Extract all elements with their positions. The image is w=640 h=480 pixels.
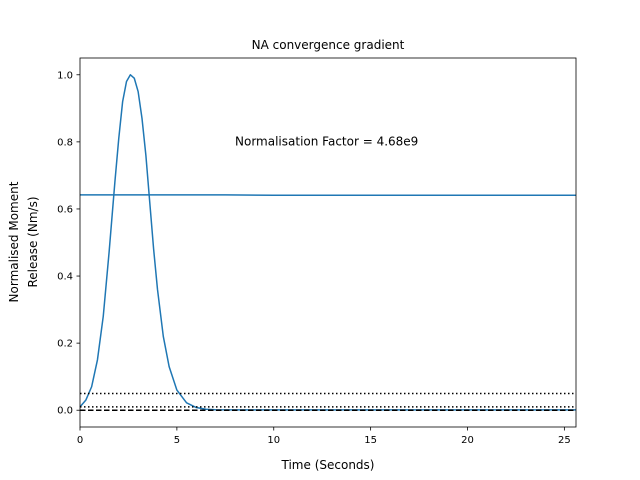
y-axis-title-line-2: Release (Nm/s)	[26, 196, 40, 287]
y-axis-title-line-1: Normalised Moment	[7, 181, 21, 302]
y-axis-ticks: 0.0 0.2 0.4 0.6 0.8 1.0	[57, 70, 80, 417]
x-axis-title: Time (Seconds)	[281, 458, 375, 472]
chart-title: NA convergence gradient	[252, 38, 405, 52]
y-tick-label: 0.0	[57, 406, 73, 417]
x-tick-label: 0	[77, 435, 83, 446]
x-tick-label: 15	[364, 435, 377, 446]
x-axis-ticks: 0 5 10 15 20 25	[77, 427, 571, 446]
plot-area-frame	[79, 57, 577, 428]
y-tick-label: 0.8	[57, 137, 73, 148]
normalisation-factor-annotation: Normalisation Factor = 4.68e9	[235, 134, 418, 148]
y-tick-label: 1.0	[57, 70, 73, 81]
x-tick-label: 5	[174, 435, 180, 446]
y-tick-label: 0.6	[57, 204, 73, 215]
y-tick-label: 0.2	[57, 339, 73, 350]
y-tick-label: 0.4	[57, 272, 73, 283]
x-tick-label: 25	[558, 435, 571, 446]
x-tick-label: 10	[267, 435, 280, 446]
series-layer	[79, 74, 576, 411]
x-tick-label: 20	[461, 435, 474, 446]
y-axis-title: Normalised Moment Release (Nm/s)	[7, 181, 40, 302]
